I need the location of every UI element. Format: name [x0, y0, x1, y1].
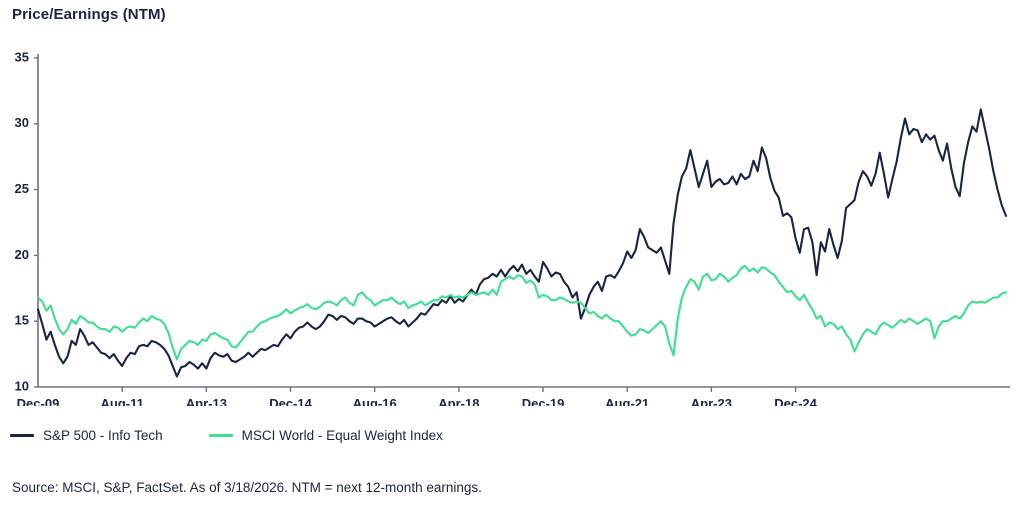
x-tick-label: Apr-23 — [691, 396, 732, 406]
y-tick-label: 25 — [15, 181, 29, 196]
legend-item-msci-world-equal-weight[interactable]: MSCI World - Equal Weight Index — [208, 428, 443, 443]
x-tick-label: Dec-19 — [522, 396, 565, 406]
legend-swatch-line-icon — [208, 434, 233, 437]
line-chart-svg: 10 15 20 25 30 35 Dec-09 Aug-11 Apr-13 Dec-14 Aug… — [15, 49, 1010, 406]
legend-swatch-line-icon — [10, 434, 34, 437]
y-axis-ticks: 10 15 20 25 30 35 — [15, 49, 38, 393]
y-tick-label: 35 — [15, 49, 29, 64]
y-tick-label: 15 — [15, 313, 29, 328]
x-tick-label: Dec-24 — [774, 396, 817, 406]
x-tick-label: Dec-14 — [269, 396, 312, 406]
x-tick-label: Apr-18 — [438, 396, 479, 406]
legend-label: MSCI World - Equal Weight Index — [241, 428, 443, 443]
x-tick-label: Aug-11 — [101, 396, 144, 406]
page-title: Price/Earnings (NTM) — [12, 6, 166, 23]
x-tick-label: Apr-13 — [186, 396, 227, 406]
x-tick-label: Aug-16 — [353, 396, 397, 406]
x-axis-ticks: Dec-09 Aug-11 Apr-13 Dec-14 Aug-16 Apr-18 Dec-… — [17, 387, 818, 406]
x-tick-label: Aug-21 — [605, 396, 649, 406]
x-tick-label: Dec-09 — [17, 396, 60, 406]
source-note: Source: MSCI, S&P, FactSet. As of 3/18/2… — [12, 480, 482, 495]
legend-label: S&P 500 - Info Tech — [43, 428, 163, 443]
data-series-group — [36, 108, 1008, 378]
y-tick-label: 10 — [15, 378, 29, 393]
y-tick-label: 30 — [15, 115, 29, 130]
chart-plot-area: 10 15 20 25 30 35 Dec-09 Aug-11 Apr-13 Dec-14 Aug… — [0, 46, 1024, 406]
series-line-sp500-info-tech — [36, 108, 1008, 378]
y-tick-label: 20 — [15, 247, 29, 262]
legend-item-sp500-info-tech[interactable]: S&P 500 - Info Tech — [10, 428, 163, 443]
series-line-msci-world-equal-weight — [36, 264, 1008, 361]
chart-legend: S&P 500 - Info Tech MSCI World - Equal W… — [10, 428, 443, 443]
